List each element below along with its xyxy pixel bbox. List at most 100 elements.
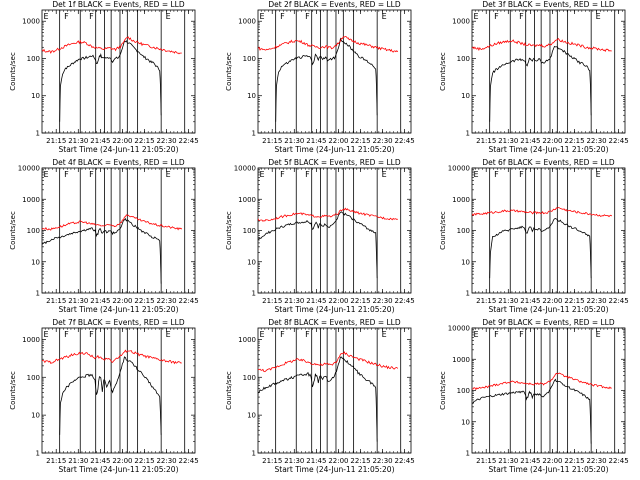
x-tick-label: 22:45: [395, 137, 415, 145]
y-axis-label: Counts/sec: [9, 371, 17, 410]
x-tick-label: 21:30: [68, 137, 88, 145]
y-tick-label: 1000: [238, 336, 256, 344]
x-tick-label: 22:00: [542, 137, 562, 145]
x-tick-label: 22:15: [350, 457, 370, 465]
plot-frame: [41, 9, 196, 134]
series-group: [258, 351, 399, 442]
y-tick-label: 10000: [448, 325, 470, 333]
x-axis-label: Start Time (24-Jun-11 21:05:20): [275, 305, 395, 314]
x-tick-label: 21:15: [262, 137, 282, 145]
x-tick-label: 21:45: [90, 457, 110, 465]
y-tick-label: 1000: [452, 196, 470, 204]
x-axis-label: Start Time (24-Jun-11 21:05:20): [489, 305, 609, 314]
panel-title: Det 5f BLACK = Events, RED = LLD: [268, 158, 401, 167]
x-tick-label: 21:30: [68, 297, 88, 305]
panel-det-2: Det 2f BLACK = Events, RED = LLD 1 10 100 10…: [225, 0, 415, 154]
y-tick-label: 1: [36, 290, 40, 298]
interval-tag: F: [519, 170, 524, 179]
interval-tag: E: [596, 170, 601, 179]
series-group: [472, 372, 612, 444]
x-tick-label: 21:30: [498, 297, 518, 305]
y-tick-label: 10: [461, 258, 470, 266]
panel-det-5: Det 5f BLACK = Events, RED = LLD 1 10 100 10…: [225, 158, 415, 314]
interval-tag: E: [166, 12, 171, 21]
plot-frame: [257, 9, 412, 134]
series-group: [472, 37, 612, 122]
events-series-line: [489, 217, 592, 279]
panel-det-7: Det 7f BLACK = Events, RED = LLD 1 10 100 10…: [9, 318, 199, 474]
x-tick-label: 22:00: [112, 457, 132, 465]
panel-det-1: Det 1f BLACK = Events, RED = LLD 1 10 100 10…: [9, 0, 199, 154]
interval-tag: F: [89, 12, 94, 21]
x-tick-label: 22:00: [542, 297, 562, 305]
y-tick-label: 10000: [234, 165, 256, 173]
y-tick-label: 1: [466, 450, 470, 458]
events-series-line: [472, 378, 592, 444]
y-tick-label: 100: [243, 227, 256, 235]
y-tick-label: 1000: [22, 18, 40, 26]
y-tick-label: 10: [461, 92, 470, 100]
x-tick-label: 21:45: [306, 137, 326, 145]
x-tick-label: 22:30: [156, 297, 176, 305]
lld-series-line: [258, 207, 398, 222]
y-tick-label: 1000: [452, 18, 470, 26]
plot-frame: [471, 327, 626, 454]
interval-tag: E: [259, 170, 264, 179]
x-tick-label: 22:30: [156, 457, 176, 465]
x-tick-label: 22:00: [328, 137, 348, 145]
interval-tag: F: [494, 170, 499, 179]
x-tick-label: 21:30: [498, 137, 518, 145]
y-axis-label: Counts/sec: [9, 52, 17, 91]
panel-det-8: Det 8f BLACK = Events, RED = LLD 1 10 100 10…: [225, 318, 415, 474]
y-tick-label: 1: [252, 450, 256, 458]
x-tick-label: 22:45: [395, 297, 415, 305]
y-axis-label: Counts/sec: [225, 52, 233, 91]
x-tick-label: 22:15: [134, 297, 154, 305]
panel-title: Det 3f BLACK = Events, RED = LLD: [482, 0, 615, 9]
interval-tag: F: [64, 330, 69, 339]
interval-tag: E: [43, 330, 48, 339]
x-tick-label: 22:30: [372, 297, 392, 305]
y-tick-label: 10: [31, 258, 40, 266]
interval-tag: F: [64, 170, 69, 179]
y-tick-label: 1: [36, 450, 40, 458]
plot-frame: [257, 327, 412, 454]
interval-tag: F: [305, 170, 310, 179]
y-tick-label: 1: [252, 130, 256, 138]
x-tick-label: 22:15: [350, 297, 370, 305]
lld-series-line: [42, 214, 183, 231]
interval-tag: E: [596, 12, 601, 21]
panel-title: Det 6f BLACK = Events, RED = LLD: [482, 158, 615, 167]
x-tick-label: 21:15: [476, 297, 496, 305]
x-tick-label: 21:45: [520, 137, 540, 145]
x-tick-label: 22:15: [134, 457, 154, 465]
panel-title: Det 1f BLACK = Events, RED = LLD: [52, 0, 185, 9]
y-tick-label: 100: [27, 374, 40, 382]
y-tick-label: 100: [457, 227, 470, 235]
y-tick-label: 10: [247, 412, 256, 420]
x-tick-label: 22:30: [586, 297, 606, 305]
interval-tag: F: [64, 12, 69, 21]
x-tick-label: 21:15: [262, 457, 282, 465]
interval-tag: E: [43, 170, 48, 179]
y-tick-label: 1000: [22, 196, 40, 204]
events-series-line: [275, 37, 378, 122]
interval-tag: F: [280, 12, 285, 21]
interval-tag: F: [305, 330, 310, 339]
interval-tag: F: [519, 330, 524, 339]
interval-tag: E: [166, 330, 171, 339]
y-axis-label: Counts/sec: [225, 371, 233, 410]
y-tick-label: 1: [252, 290, 256, 298]
interval-tag: E: [596, 330, 601, 339]
x-tick-label: 21:45: [90, 137, 110, 145]
x-tick-label: 22:00: [542, 457, 562, 465]
x-tick-label: 21:45: [520, 297, 540, 305]
interval-tag: E: [259, 12, 264, 21]
events-series-line: [489, 45, 592, 122]
panel-title: Det 8f BLACK = Events, RED = LLD: [268, 318, 401, 327]
lld-series-line: [258, 36, 399, 53]
x-tick-label: 22:45: [609, 137, 629, 145]
lld-series-line: [42, 349, 182, 365]
x-tick-label: 22:00: [112, 297, 132, 305]
y-tick-label: 100: [27, 55, 40, 63]
